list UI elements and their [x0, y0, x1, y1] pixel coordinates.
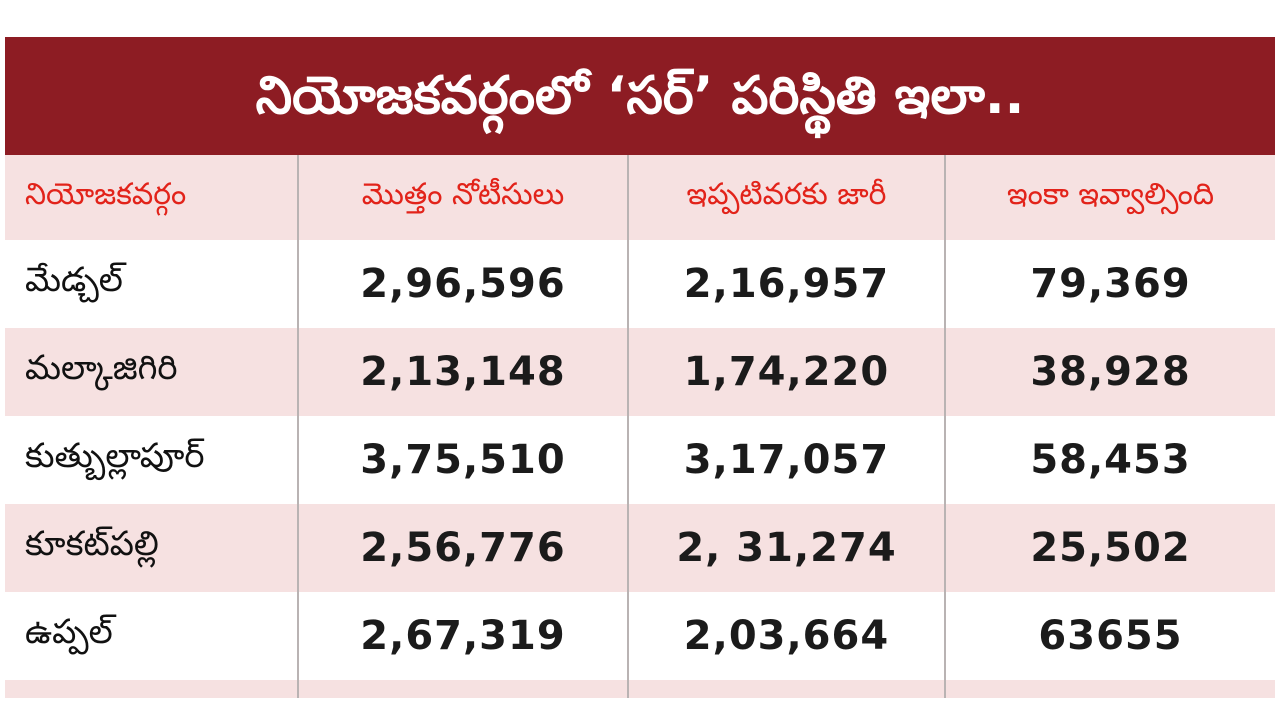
pending-value: 79,369 — [944, 240, 1275, 328]
table-row: కూకట్‌పల్లి 2,56,776 2, 31,274 25,502 — [5, 504, 1275, 592]
constituency-name: మల్కాజిగిరి — [25, 348, 178, 388]
total-notices-value: 2,56,776 — [297, 504, 627, 592]
pending-value: 63655 — [944, 592, 1275, 680]
constituency-name: కూకట్‌పల్లి — [25, 524, 159, 564]
constituency-name: ఉప్పల్ — [25, 612, 113, 652]
bottom-strip-cell — [944, 680, 1275, 698]
table-header-row: నియోజకవర్గం మొత్తం నోటీసులు ఇప్పటివరకు జ… — [5, 155, 1275, 240]
notice-table-graphic: నియోజకవర్గంలో ‘సర్’ పరిస్థితి ఇలా.. నియో… — [5, 37, 1275, 698]
table-row: ఉప్పల్ 2,67,319 2,03,664 63655 — [5, 592, 1275, 680]
bottom-strip-cell — [5, 680, 297, 698]
column-header-still-pending: ఇంకా ఇవ్వాల్సింది — [944, 155, 1275, 240]
title-banner: నియోజకవర్గంలో ‘సర్’ పరిస్థితి ఇలా.. — [5, 37, 1275, 155]
column-header-total-notices: మొత్తం నోటీసులు — [297, 155, 627, 240]
pending-value: 38,928 — [944, 328, 1275, 416]
issued-value: 2,16,957 — [627, 240, 944, 328]
pending-value: 58,453 — [944, 416, 1275, 504]
issued-value: 2, 31,274 — [627, 504, 944, 592]
table-row: కుత్బుల్లాపూర్ 3,75,510 3,17,057 58,453 — [5, 416, 1275, 504]
issued-value: 3,17,057 — [627, 416, 944, 504]
pending-value: 25,502 — [944, 504, 1275, 592]
issued-value: 1,74,220 — [627, 328, 944, 416]
table-bottom-strip — [5, 680, 1275, 698]
constituency-name: కుత్బుల్లాపూర్ — [25, 436, 205, 476]
constituency-name: మేడ్చల్ — [25, 260, 123, 300]
total-notices-value: 2,67,319 — [297, 592, 627, 680]
total-notices-value: 3,75,510 — [297, 416, 627, 504]
banner-title: నియోజకవర్గంలో ‘సర్’ పరిస్థితి ఇలా.. — [255, 66, 1025, 126]
table-row: మల్కాజిగిరి 2,13,148 1,74,220 38,928 — [5, 328, 1275, 416]
total-notices-value: 2,13,148 — [297, 328, 627, 416]
bottom-strip-cell — [297, 680, 627, 698]
total-notices-value: 2,96,596 — [297, 240, 627, 328]
column-header-constituency: నియోజకవర్గం — [25, 176, 187, 212]
constituency-table: నియోజకవర్గం మొత్తం నోటీసులు ఇప్పటివరకు జ… — [5, 155, 1275, 698]
table-row: మేడ్చల్ 2,96,596 2,16,957 79,369 — [5, 240, 1275, 328]
column-header-issued-so-far: ఇప్పటివరకు జారీ — [627, 155, 944, 240]
issued-value: 2,03,664 — [627, 592, 944, 680]
bottom-strip-cell — [627, 680, 944, 698]
